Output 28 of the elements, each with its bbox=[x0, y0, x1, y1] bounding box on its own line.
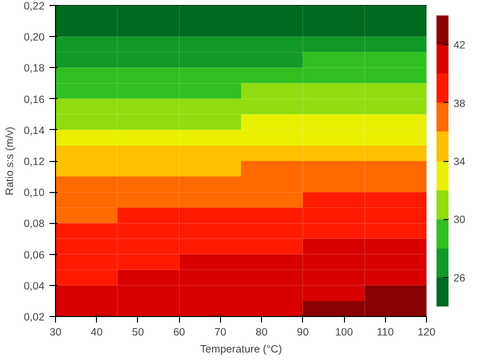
y-tick-label: 0,02 bbox=[24, 312, 45, 324]
x-tick-label: 110 bbox=[376, 326, 394, 338]
x-tick-label: 120 bbox=[418, 326, 436, 338]
y-tick-label: 0,20 bbox=[24, 32, 45, 44]
y-tick-label: 0,18 bbox=[24, 62, 45, 75]
y-tick-label: 0,10 bbox=[24, 187, 45, 200]
x-tick-label: 100 bbox=[335, 326, 354, 338]
y-tick-label: 0,04 bbox=[24, 280, 45, 292]
color-bar-label: 42 bbox=[454, 40, 466, 52]
y-tick-label: 0,06 bbox=[24, 249, 45, 262]
y-tick-label: 0,14 bbox=[24, 124, 45, 137]
x-axis-title: Temperature (°C) bbox=[200, 344, 282, 356]
y-axis-title: Ratio s:s (m/v) bbox=[4, 126, 16, 196]
x-tick-label: 30 bbox=[50, 326, 62, 338]
color-bar-label: 30 bbox=[454, 214, 466, 226]
y-tick-label: 0,12 bbox=[24, 156, 45, 168]
x-tick-label: 40 bbox=[90, 326, 103, 338]
y-tick-label: 0,16 bbox=[24, 94, 45, 106]
x-tick-label: 60 bbox=[173, 326, 186, 338]
x-tick-label: 80 bbox=[256, 326, 268, 338]
color-bar-label: 38 bbox=[454, 98, 466, 110]
color-bar-label: 26 bbox=[454, 272, 466, 284]
y-tick-label: 0,08 bbox=[24, 218, 45, 230]
color-bar-label: 34 bbox=[454, 156, 466, 168]
x-tick-label: 70 bbox=[214, 326, 226, 338]
x-tick-label: 50 bbox=[132, 326, 144, 338]
y-tick-label: 0,22 bbox=[24, 0, 45, 12]
x-tick-label: 90 bbox=[296, 326, 309, 338]
